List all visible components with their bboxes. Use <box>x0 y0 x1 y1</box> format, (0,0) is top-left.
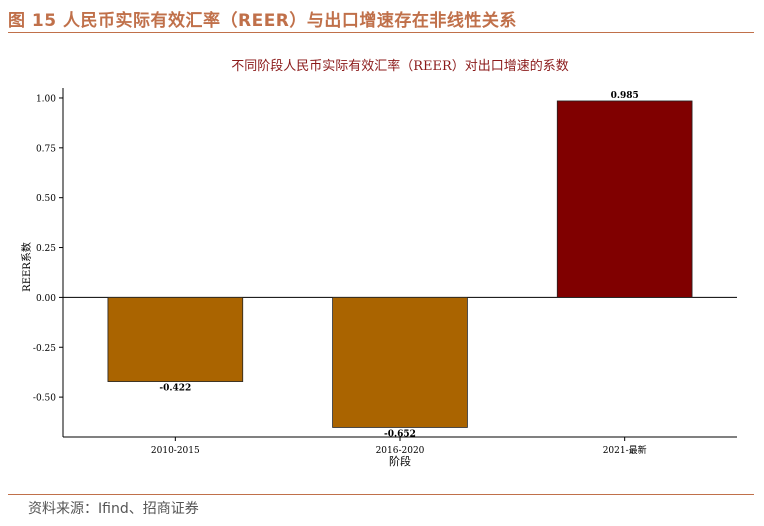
source-note: 资料来源：Ifind、招商证券 <box>28 501 199 517</box>
bar-value-label: -0.652 <box>384 429 416 439</box>
bar-value-label: 0.985 <box>611 91 639 101</box>
y-tick-label: -0.50 <box>33 394 56 404</box>
x-tick-label: 2016-2020 <box>376 446 425 456</box>
bar-2010-2015 <box>107 296 244 382</box>
y-axis-label: REER系数 <box>20 242 33 292</box>
x-tick-label: 2010-2015 <box>151 446 200 456</box>
bar-chart: 不同阶段人民币实际有效汇率（REER）对出口增速的系数 1.00 0.75 0.50… <box>20 58 737 468</box>
bar-2021-最新 <box>556 100 693 298</box>
y-tick-label: 0.75 <box>36 144 56 154</box>
y-tick-label: 0.50 <box>36 194 56 204</box>
source-rule <box>8 494 754 495</box>
x-tick-label: 2021-最新 <box>603 444 647 456</box>
y-tick-label: 0.00 <box>36 294 56 304</box>
x-axis-label: 阶段 <box>389 454 411 468</box>
bar-2016-2020 <box>332 296 468 428</box>
title-rule <box>8 32 754 33</box>
y-tick-label: -0.25 <box>33 344 56 354</box>
y-tick-label: 1.00 <box>36 94 56 104</box>
figure-title: 图 15 人民币实际有效汇率（REER）与出口增速存在非线性关系 <box>8 11 517 31</box>
bar-value-label: -0.422 <box>159 384 191 394</box>
chart-title: 不同阶段人民币实际有效汇率（REER）对出口增速的系数 <box>231 58 569 74</box>
y-tick-label: 0.25 <box>36 244 56 254</box>
plot-area: 1.00 0.75 0.50 0.25 0.00 -0.25 -0.50 -0.422 2010… <box>33 88 737 456</box>
